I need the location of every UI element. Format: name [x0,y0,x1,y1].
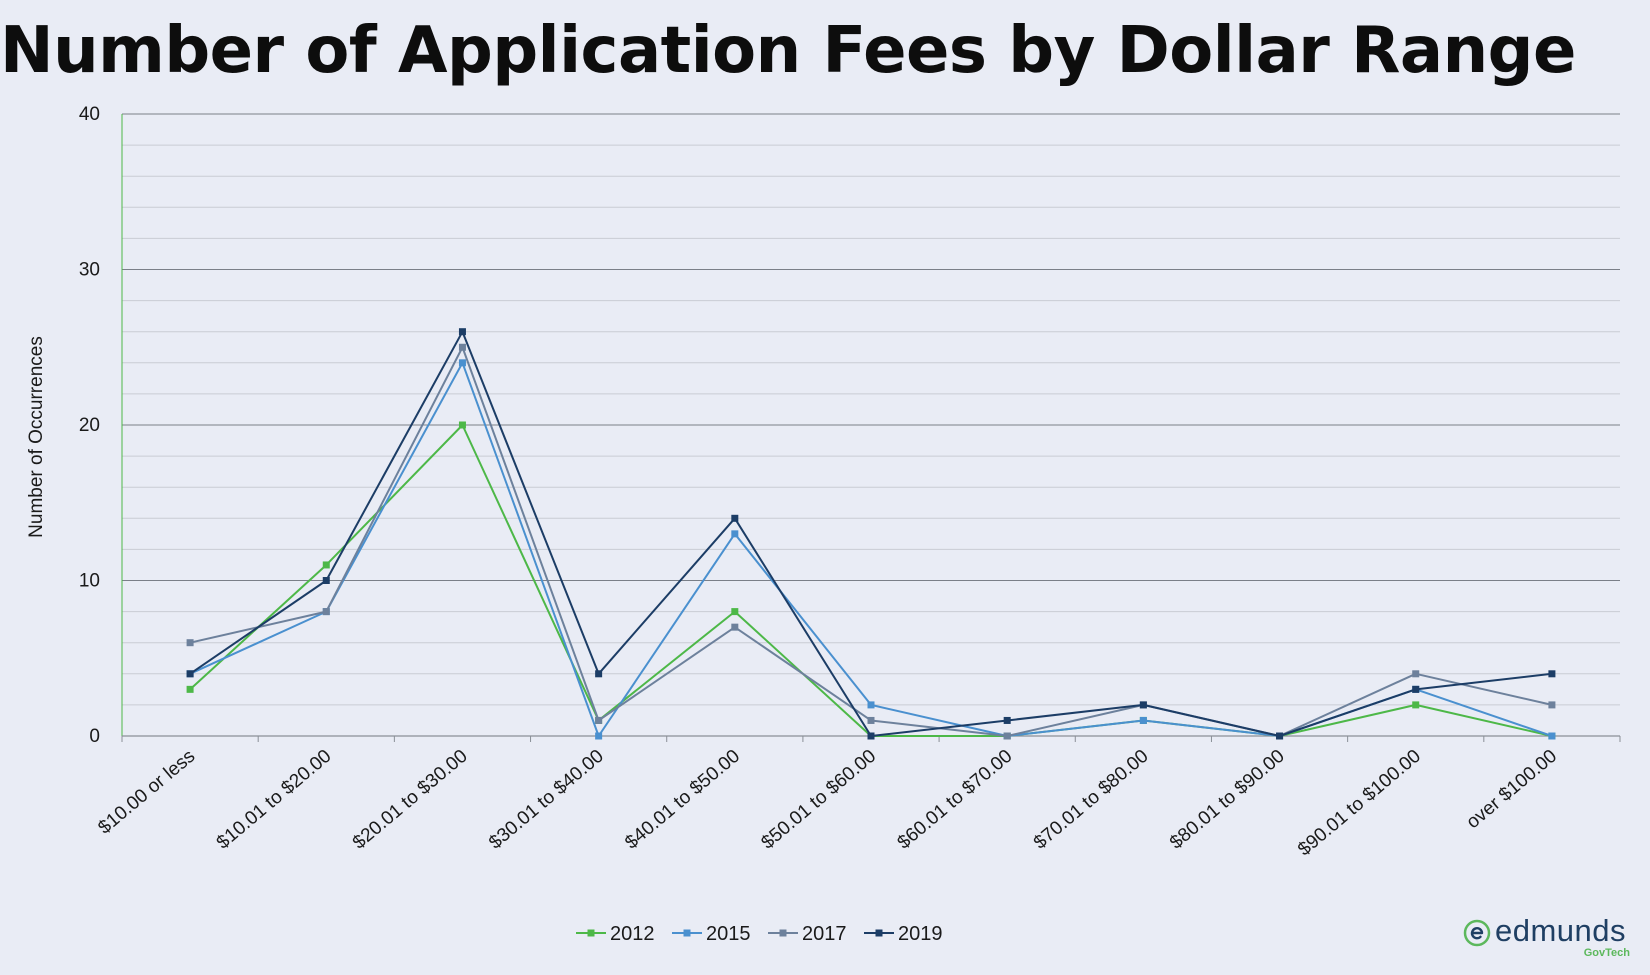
x-tick-labels: $10.00 or less $10.01 to $20.00 $20.01 to … [94,746,1561,861]
x-tick-label: $80.01 to $90.00 [1166,746,1289,854]
data-point [1276,732,1284,740]
data-point [1003,732,1011,740]
data-point [458,421,466,429]
y-tick-label: 40 [79,104,100,125]
x-tick-label: $30.01 to $40.00 [485,746,608,854]
data-point [458,328,466,336]
legend-item-2015: 2015 [672,923,751,945]
data-point [1412,685,1420,693]
series-lines [186,328,1556,740]
data-point [186,685,194,693]
x-tick-label: over $100.00 [1463,746,1561,833]
x-tick-label: $90.01 to $100.00 [1294,746,1425,861]
axes [121,114,1621,742]
logo-wordmark: edmunds [1495,913,1627,948]
data-point [731,514,739,522]
data-point [1412,701,1420,709]
legend-label: 2012 [610,923,655,945]
x-tick-label: $60.01 to $70.00 [894,746,1017,854]
legend-swatch-marker [875,929,883,937]
data-point [1548,701,1556,709]
legend-label: 2017 [802,923,847,945]
data-point [595,732,603,740]
legend-swatch-marker [779,929,787,937]
data-point [1548,670,1556,678]
series-2017 [186,343,1556,740]
x-tick-label: $50.01 to $60.00 [757,746,880,854]
data-point [458,359,466,367]
legend-item-2019: 2019 [864,923,943,945]
x-tick-label: $10.01 to $20.00 [213,746,336,854]
data-point [595,716,603,724]
legend-item-2017: 2017 [768,923,847,945]
data-point [867,732,875,740]
data-point [731,530,739,538]
data-point [731,623,739,631]
data-point [867,701,875,709]
legend-label: 2015 [706,923,751,945]
data-point [1139,716,1147,724]
y-tick-label: 0 [89,726,100,747]
logo-subtitle: GovTech [1583,947,1630,959]
y-axis-title: Number of Occurrences [26,336,47,538]
data-point [322,561,330,569]
legend-item-2012: 2012 [576,923,655,945]
legend: 2012 2015 2017 2019 [576,923,943,945]
x-tick-label: $10.00 or less [94,746,199,839]
data-point [1412,670,1420,678]
data-point [322,577,330,584]
data-point [458,343,466,351]
data-point [322,608,330,616]
edmunds-logo: edmunds GovTech [1457,913,1632,961]
data-point [595,670,603,678]
series-2019 [186,328,1556,740]
x-tick-label: $40.01 to $50.00 [621,746,744,854]
series-line-2019 [189,330,1553,737]
x-tick-label: $20.01 to $30.00 [349,746,472,854]
chart-title: Number of Application Fees by Dollar Ran… [0,14,1576,88]
data-point [867,716,875,724]
data-point [186,670,194,678]
series-line-2017 [189,346,1553,737]
legend-swatch-marker [587,929,595,937]
data-point [186,639,194,647]
legend-label: 2019 [898,923,943,945]
data-point [1139,701,1147,709]
y-tick-label: 30 [79,260,100,281]
grid-lines [122,113,1620,706]
y-tick-labels: 0 10 20 30 40 [79,104,100,747]
y-tick-label: 10 [79,571,100,592]
y-tick-label: 20 [79,415,100,436]
data-point [1548,732,1556,740]
x-tick-label: $70.01 to $80.00 [1030,746,1153,854]
legend-swatch-marker [683,929,691,937]
data-point [731,608,739,616]
edmunds-logo-icon [1463,919,1491,947]
data-point [1003,716,1011,724]
